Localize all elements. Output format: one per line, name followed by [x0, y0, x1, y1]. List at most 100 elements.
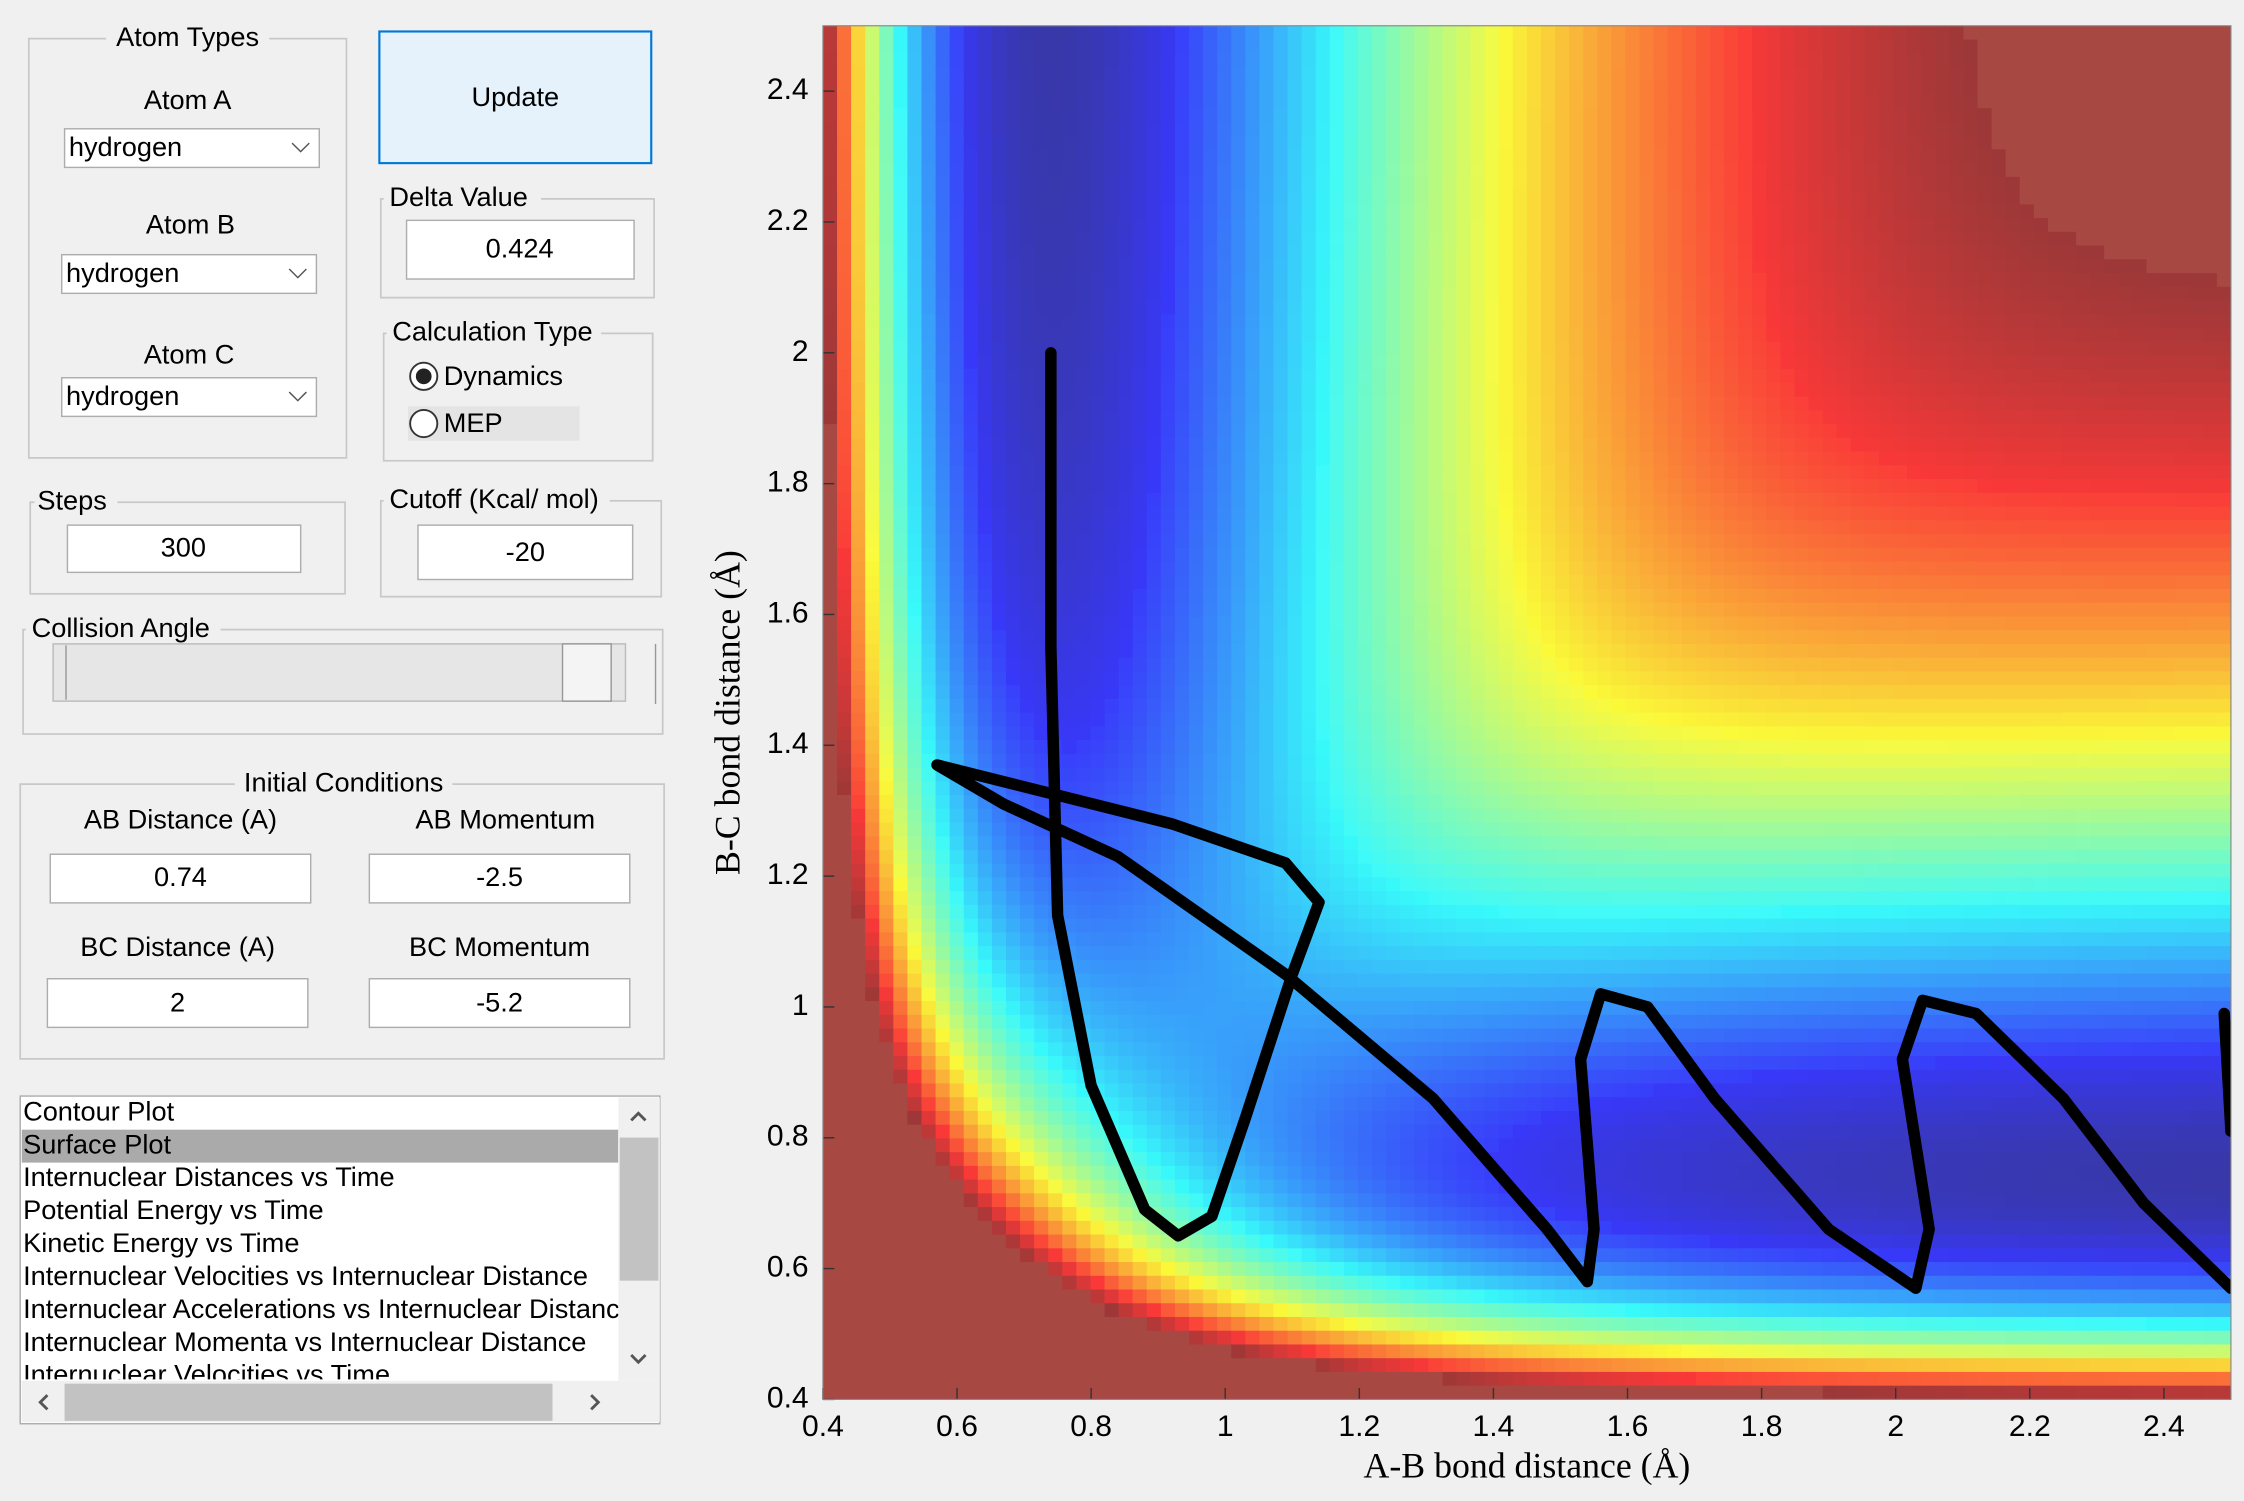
- surface-cell: [1118, 657, 1134, 673]
- surface-cell: [1245, 135, 1261, 151]
- surface-cell: [879, 176, 895, 192]
- delta-input[interactable]: [405, 219, 635, 280]
- radio-label[interactable]: Dynamics: [444, 360, 563, 391]
- field-input[interactable]: [368, 978, 631, 1029]
- surface-cell: [963, 163, 979, 178]
- surface-cell: [963, 231, 979, 247]
- radio-label[interactable]: MEP: [444, 407, 503, 438]
- list-item[interactable]: Potential Energy vs Time: [23, 1194, 324, 1225]
- surface-cell: [1076, 176, 1092, 192]
- scroll-arrows[interactable]: [38, 1394, 601, 1411]
- surface-cell: [879, 973, 895, 989]
- dropdown-box[interactable]: [60, 377, 318, 418]
- steps-input[interactable]: [66, 524, 302, 574]
- list-item[interactable]: Contour Plot: [23, 1095, 174, 1126]
- surface-cell: [1470, 410, 1486, 425]
- surface-cell: [1484, 327, 1500, 343]
- dropdown-value[interactable]: hydrogen: [66, 257, 179, 288]
- surface-cell: [822, 740, 838, 755]
- surface-cell: [1132, 506, 1148, 522]
- surface-cell: [822, 616, 838, 632]
- surface-cell: [1090, 1124, 1106, 1140]
- dropdown-box[interactable]: [63, 128, 320, 169]
- surface-cell: [1259, 231, 1275, 247]
- surface-cell: [963, 218, 979, 233]
- surface-cell: [1456, 1179, 1472, 1195]
- update-button[interactable]: [378, 30, 653, 165]
- input-value[interactable]: -2.5: [476, 861, 523, 892]
- update-button-label[interactable]: Update: [471, 81, 559, 112]
- dropdown[interactable]: hydrogen: [60, 377, 318, 418]
- surface-cell: [977, 341, 993, 357]
- surface-cell: [893, 1069, 909, 1085]
- surface-cell: [1062, 588, 1078, 604]
- dropdown[interactable]: hydrogen: [60, 253, 318, 295]
- surface-cell: [1259, 190, 1275, 206]
- surface-cell: [865, 712, 881, 728]
- surface-cell: [1259, 1371, 1275, 1387]
- input-value[interactable]: -20: [506, 536, 545, 567]
- angle-slider[interactable]: [52, 643, 627, 702]
- cutoff-input[interactable]: [417, 524, 634, 581]
- h-scroll-thumb[interactable]: [64, 1383, 553, 1421]
- field-input[interactable]: [49, 853, 312, 904]
- list-item[interactable]: Internuclear Momenta vs Internuclear Dis…: [23, 1326, 586, 1357]
- field-input[interactable]: [46, 978, 309, 1029]
- surface-cell: [921, 1055, 937, 1071]
- surface-cell: [851, 492, 867, 508]
- dropdown-value[interactable]: hydrogen: [66, 380, 179, 411]
- surface-cell: [1442, 657, 1458, 673]
- surface-cell: [1146, 726, 1162, 741]
- surface-cell: [1301, 1138, 1317, 1154]
- dropdown-box[interactable]: [60, 253, 318, 295]
- list-item[interactable]: Internuclear Accelerations vs Internucle…: [23, 1293, 620, 1324]
- input-value[interactable]: 0.74: [154, 861, 207, 892]
- surface-cell: [1217, 149, 1233, 164]
- surface-cell: [1090, 1165, 1106, 1181]
- dropdown[interactable]: hydrogen: [63, 128, 320, 169]
- surface-cell: [1034, 39, 1050, 55]
- surface-cell: [1315, 630, 1331, 645]
- surface-cell: [1132, 314, 1148, 329]
- scroll-arrows[interactable]: [630, 1111, 647, 1365]
- surface-cell: [865, 1207, 881, 1222]
- surface-cell: [1090, 286, 1106, 302]
- dropdown-arrow[interactable]: [288, 268, 307, 279]
- list-item[interactable]: Internuclear Velocities vs Time: [23, 1359, 390, 1390]
- slider-thumb[interactable]: [561, 643, 612, 702]
- surface-cell: [1132, 740, 1148, 755]
- surface-cell: [991, 891, 1007, 906]
- surface-cell: [1343, 863, 1359, 879]
- v-scroll-thumb[interactable]: [619, 1137, 659, 1281]
- radio-button[interactable]: [409, 409, 439, 439]
- radio-dot[interactable]: [415, 368, 432, 385]
- surface-cell: [1174, 369, 1190, 384]
- surface-cell: [1245, 740, 1261, 755]
- dropdown-arrow[interactable]: [291, 142, 310, 153]
- list-item[interactable]: Kinetic Energy vs Time: [23, 1227, 299, 1258]
- input-value[interactable]: 2: [170, 987, 185, 1018]
- surface-cell: [1357, 369, 1373, 384]
- input-value[interactable]: -5.2: [476, 987, 523, 1018]
- surface-cell: [1287, 465, 1303, 480]
- surface-cell: [1273, 39, 1289, 55]
- surface-cell: [837, 355, 852, 371]
- list-item[interactable]: Internuclear Velocities vs Internuclear …: [23, 1260, 588, 1291]
- surface-cell: [1400, 506, 1416, 522]
- surface-cell: [1146, 1124, 1162, 1140]
- surface-cell: [1315, 135, 1331, 151]
- dropdown-value[interactable]: hydrogen: [69, 131, 182, 162]
- list-item[interactable]: Internuclear Distances vs Time: [23, 1161, 394, 1192]
- surface-cell: [1076, 987, 1092, 1002]
- field-input[interactable]: [368, 853, 631, 904]
- surface-cell: [1428, 259, 1444, 274]
- surface-cell: [1189, 53, 1204, 68]
- surface-cell: [1315, 1330, 1331, 1346]
- surface-cell: [865, 767, 881, 783]
- input-value[interactable]: 300: [161, 532, 206, 563]
- dropdown-arrow[interactable]: [288, 391, 307, 402]
- list-item[interactable]: Surface Plot: [23, 1128, 171, 1159]
- surface-cell: [1005, 451, 1021, 467]
- input-value[interactable]: 0.424: [486, 233, 554, 264]
- surface-cell: [1372, 561, 1388, 577]
